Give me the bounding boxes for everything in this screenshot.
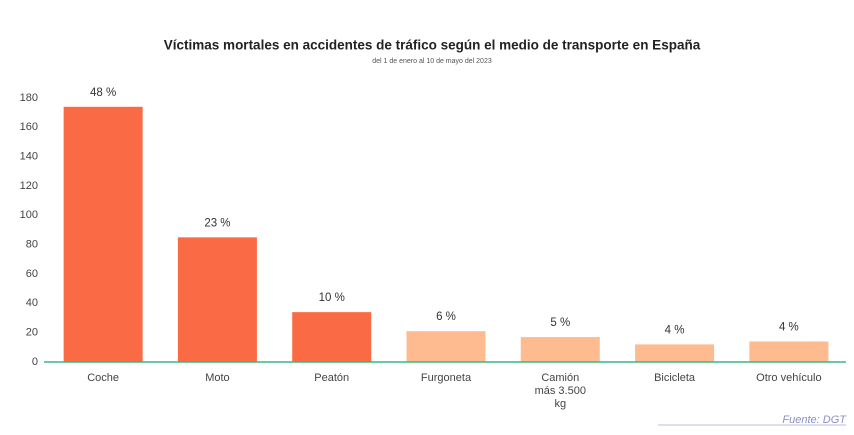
bar <box>749 341 829 362</box>
value-label: 23 % <box>204 217 230 229</box>
value-label: 4 % <box>665 324 685 336</box>
bar <box>292 312 372 362</box>
y-tick-label: 20 <box>26 327 38 339</box>
value-label: 4 % <box>779 321 799 333</box>
y-tick-label: 100 <box>20 209 38 221</box>
y-tick-label: 40 <box>26 297 38 309</box>
x-tick-label: Otro vehículo <box>756 372 821 384</box>
y-tick-label: 80 <box>26 239 38 251</box>
value-label: 10 % <box>319 292 345 304</box>
x-tick-label: Bicicleta <box>654 372 696 384</box>
x-tick-label: Moto <box>205 372 229 384</box>
value-label: 5 % <box>550 317 570 329</box>
chart-title: Víctimas mortales en accidentes de tráfi… <box>164 38 701 53</box>
bar <box>635 344 715 362</box>
chart-subtitle: del 1 de enero al 10 de mayo del 2023 <box>372 58 492 65</box>
y-tick-label: 0 <box>32 356 38 368</box>
bar <box>63 106 143 362</box>
y-tick-label: 60 <box>26 268 38 280</box>
value-label: 48 % <box>90 87 116 99</box>
x-tick-label: Furgoneta <box>421 372 472 384</box>
y-tick-label: 140 <box>20 151 38 163</box>
bar <box>177 237 257 362</box>
y-tick-label: 160 <box>20 121 38 133</box>
x-tick-label: Camión más 3.500 kg <box>535 372 586 410</box>
source: Fuente: DGT <box>782 414 847 426</box>
x-tick-label: Peatón <box>314 372 349 384</box>
bar <box>520 337 600 362</box>
y-tick-label: 120 <box>20 180 38 192</box>
x-tick-label: Coche <box>87 372 119 384</box>
y-tick-label: 180 <box>20 92 38 104</box>
bar <box>406 331 486 362</box>
value-label: 6 % <box>436 311 456 323</box>
